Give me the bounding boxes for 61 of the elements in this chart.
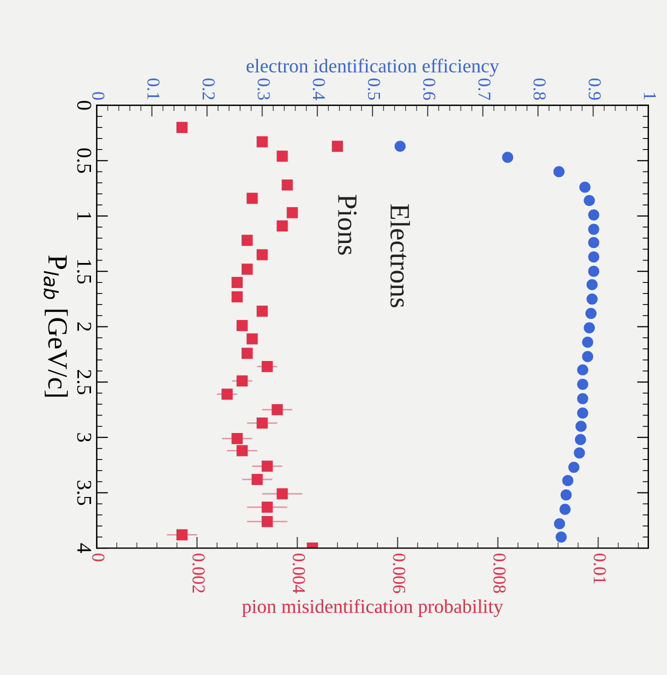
x-tick-label: 0.006 [392, 554, 406, 594]
point [242, 234, 253, 246]
y-tick-label: 0 [77, 100, 92, 110]
y-tick-label: 2.5 [77, 370, 92, 394]
x-tick-label: 0.002 [192, 554, 205, 593]
y-tick-label: 3.5 [77, 480, 92, 505]
point [222, 388, 233, 400]
point [242, 264, 253, 275]
point [262, 516, 273, 528]
point [272, 404, 283, 416]
point [276, 150, 288, 162]
x2-tick-label: 0 [92, 92, 104, 100]
x-tick-label: 0 [92, 554, 104, 562]
point [262, 460, 273, 472]
x2-tick-label: 0.4 [312, 78, 326, 100]
point [232, 291, 243, 302]
point [176, 122, 188, 133]
y-tick-label: 3 [77, 433, 92, 442]
x-axis-title: pion misidentification probability [242, 599, 504, 618]
x-tick-label: 0.004 [292, 554, 305, 594]
x2-tick-label: 1 [644, 93, 656, 100]
point [256, 136, 268, 148]
point [232, 432, 243, 444]
y-tick-label: 2 [77, 322, 92, 331]
x2-tick-label: 0.5 [368, 78, 380, 100]
y-tick-label: 4 [77, 543, 92, 553]
x2-tick-label: 0.2 [202, 78, 215, 100]
point [276, 220, 288, 232]
x2-tick-label: 0.7 [478, 78, 491, 100]
point [236, 445, 248, 456]
point [176, 529, 188, 540]
point [262, 360, 273, 372]
point [242, 348, 253, 359]
x2-axis-title: electron identification efficiency [246, 58, 500, 77]
point [246, 333, 258, 344]
x2-tick-label: 0.1 [147, 78, 160, 100]
point [236, 375, 248, 386]
point [256, 417, 268, 429]
point [332, 140, 343, 152]
y-tick-label: 0.5 [77, 148, 92, 173]
x2-tick-label: 0.6 [423, 78, 436, 100]
point [256, 249, 268, 260]
point [286, 207, 298, 218]
x-tick-label: 0.01 [594, 554, 606, 584]
x2-tick-label: 0.9 [588, 78, 601, 100]
y-tick-label: 1.5 [77, 260, 92, 284]
point [252, 474, 263, 486]
x2-tick-label: 0.8 [533, 78, 546, 100]
text: Electrons [390, 204, 410, 308]
x2-tick-label: 0.3 [258, 78, 270, 100]
point [246, 192, 258, 204]
text: Pions [338, 194, 357, 255]
y-axis-title: P$_{lab}$ [GeV/c] [44, 255, 68, 397]
x-tick-label: 0.008 [493, 554, 506, 593]
point [276, 488, 288, 500]
point [282, 179, 293, 191]
point [232, 276, 243, 288]
y-tick-label: 1 [77, 212, 92, 220]
point [236, 320, 248, 332]
point [262, 502, 273, 513]
point [256, 306, 268, 317]
